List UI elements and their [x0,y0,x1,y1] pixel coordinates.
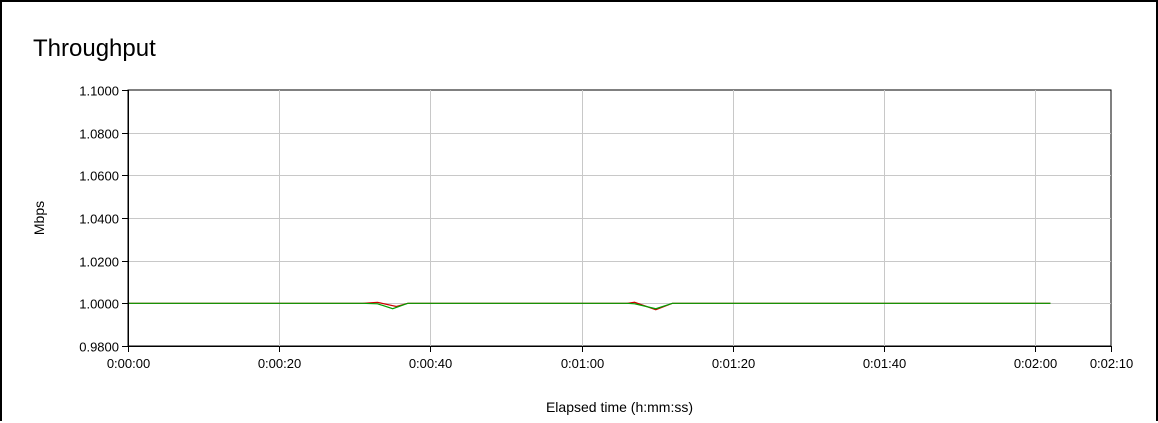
y-tick-label: 1.1000 [79,84,119,99]
grid-layer [127,89,1112,347]
series-layer [128,301,1051,311]
series-line-2 [128,302,1051,310]
x-tick-label: 0:01:00 [561,356,604,371]
x-tick-label: 0:02:00 [1014,356,1057,371]
x-tick-label: 0:00:20 [258,356,301,371]
x-tick-label: 0:00:00 [107,356,150,371]
y-tick-label: 1.0000 [79,297,119,312]
y-tick-label: 1.0200 [79,255,119,270]
y-tick-label: 1.0600 [79,169,119,184]
y-axis-title: Mbps [31,201,47,235]
x-axis-title: Elapsed time (h:mm:ss) [546,399,693,415]
y-tick-label: 0.9800 [79,340,119,355]
x-tick-label: 0:00:40 [409,356,452,371]
x-tick-label: 0:02:10 [1090,356,1133,371]
axis-layer [122,90,1112,352]
y-tick-label: 1.0400 [79,212,119,227]
x-tick-label: 0:01:40 [863,356,906,371]
x-tick-label: 0:01:20 [712,356,755,371]
label-layer: 0.9800 1.0000 1.0200 1.0400 1.0600 1.0800 1.10… [31,84,1133,416]
y-tick-label: 1.0800 [79,127,119,142]
chart-title: Throughput [33,35,156,62]
